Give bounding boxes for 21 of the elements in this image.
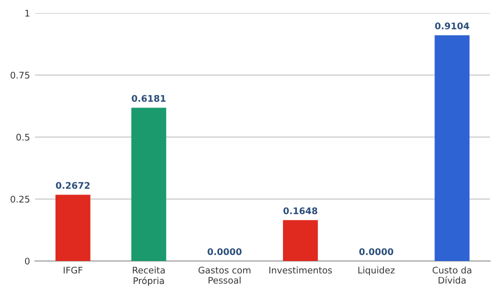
data-label: 0.9104 [435,22,470,30]
x-tick-label: Custo da Dívida [432,266,472,284]
data-label: 0.2672 [56,182,90,189]
x-tick-label: IFGF [64,266,82,274]
data-label: 0.6181 [132,95,166,102]
bar [434,35,470,261]
y-tick-label: 0.25 [10,196,30,203]
y-tick-label: 0 [24,258,30,265]
data-label: 0.1648 [283,207,318,214]
bar [282,220,318,261]
x-tick-label: Gastos com Pessoal [198,266,250,284]
y-tick-label: 0.5 [16,134,30,141]
data-label: 0.0000 [208,248,242,256]
bar [55,194,90,261]
y-tick-label: 1 [25,10,30,16]
x-tick-label: Liquidez [358,266,395,276]
data-label: 0.0000 [359,248,394,256]
x-tick-label: Receita Própria [132,266,165,286]
bar [131,108,166,261]
x-tick-label: Investimentos [269,266,332,274]
y-tick-label: 0.75 [10,72,30,79]
